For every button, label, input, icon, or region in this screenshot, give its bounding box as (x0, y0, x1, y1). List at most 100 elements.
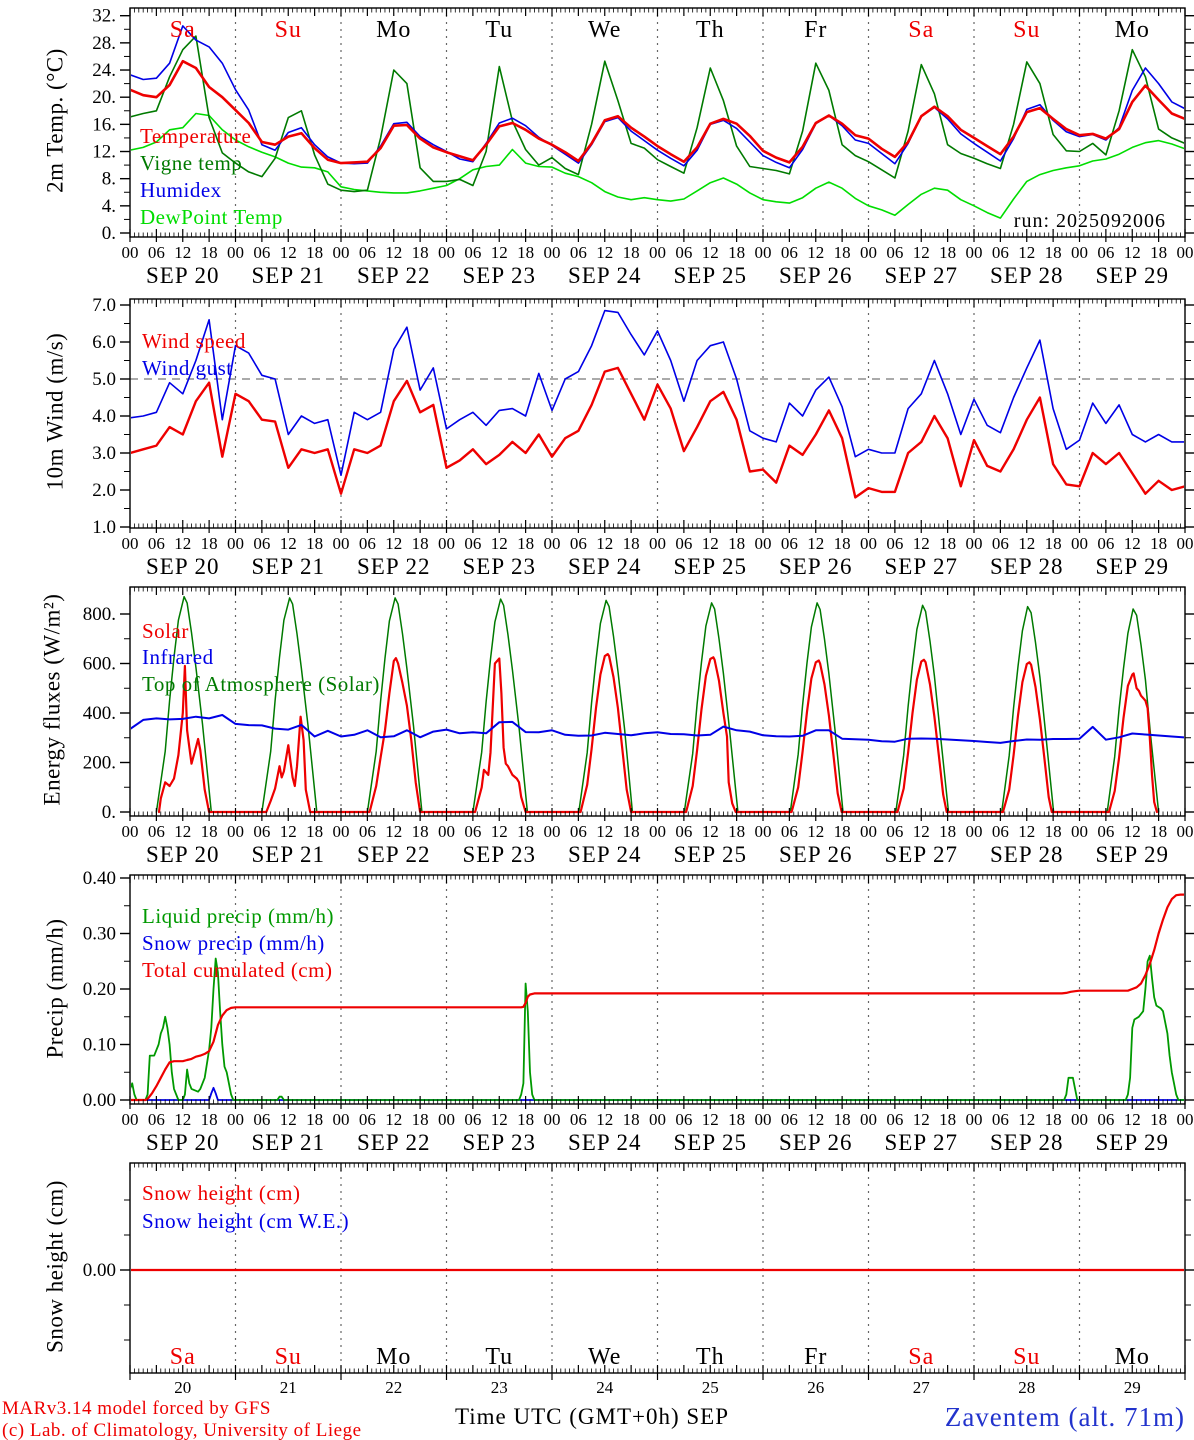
chart-text: 18 (728, 243, 745, 262)
chart-text: SEP 26 (779, 263, 853, 288)
chart-text: 12 (174, 822, 191, 841)
chart-text: 06 (359, 243, 376, 262)
chart-text: 00 (227, 822, 244, 841)
chart-text: 600. (83, 654, 116, 675)
y-title-energy: Energy fluxes (W/m²) (39, 593, 65, 806)
chart-text: 00 (122, 243, 139, 262)
chart-text: 5.0 (92, 369, 116, 390)
chart-text: Su (275, 1344, 302, 1370)
chart-text: SEP 21 (251, 1130, 325, 1155)
chart-text: 18 (728, 534, 745, 553)
chart-text: 00 (1071, 534, 1088, 553)
chart-text: 12 (385, 822, 402, 841)
chart-text: 18 (201, 243, 218, 262)
chart-text: 06 (675, 1110, 692, 1129)
chart-text: 00 (1177, 1110, 1194, 1129)
chart-text: Sa (908, 1344, 934, 1370)
chart-text: 18 (834, 822, 851, 841)
chart-text: 06 (992, 822, 1009, 841)
chart-text: 06 (464, 1110, 481, 1129)
chart-text: SEP 22 (357, 1130, 431, 1155)
chart-text: Su (275, 17, 302, 43)
chart-text: 06 (675, 534, 692, 553)
legend-solar: Solar (142, 619, 189, 643)
chart-text: SEP 24 (568, 1130, 642, 1155)
chart-text: SEP 28 (990, 554, 1064, 579)
chart-text: SEP 23 (462, 1130, 536, 1155)
chart-text: 00 (755, 1110, 772, 1129)
chart-text: SEP 28 (990, 263, 1064, 288)
chart-text: 12 (702, 243, 719, 262)
chart-text: 00 (966, 534, 983, 553)
chart-text: 18 (623, 534, 640, 553)
chart-text: 18 (412, 534, 429, 553)
chart-text: 800. (83, 604, 116, 625)
y-title-precip: Precip (mm/h) (42, 918, 68, 1059)
chart-text: 18 (306, 243, 323, 262)
chart-text: 12 (596, 243, 613, 262)
chart-text: 32. (92, 6, 116, 27)
chart-text: Mo (376, 1344, 411, 1370)
chart-text: 12 (174, 534, 191, 553)
chart-text: 06 (781, 243, 798, 262)
chart-text: 06 (148, 822, 165, 841)
chart-text: 06 (1097, 1110, 1114, 1129)
chart-text: 8. (102, 169, 116, 190)
chart-text: Fr (804, 17, 827, 43)
chart-text: Mo (1115, 1344, 1150, 1370)
chart-text: 18 (517, 1110, 534, 1129)
chart-text: 12 (174, 243, 191, 262)
chart-text: Mo (1115, 17, 1150, 43)
panel-frame (129, 298, 1186, 529)
chart-text: 00 (333, 243, 350, 262)
x-axis-month-label: SEP (686, 1404, 730, 1429)
chart-text: 12 (491, 822, 508, 841)
chart-text: SEP 20 (146, 263, 220, 288)
chart-text: 12 (280, 822, 297, 841)
chart-text: 12. (92, 142, 116, 163)
chart-text: SEP 29 (1095, 554, 1169, 579)
chart-text: 06 (1097, 534, 1114, 553)
legend-wind-gust: Wind gust (142, 356, 233, 380)
chart-text: 06 (886, 822, 903, 841)
chart-text: 0.00 (83, 1090, 116, 1111)
chart-text: 2.0 (92, 480, 116, 501)
chart-text: 200. (83, 753, 116, 774)
x-axis-title-text: Time UTC (GMT+0h) (455, 1404, 680, 1429)
chart-text: 18 (728, 822, 745, 841)
chart-text: 06 (148, 534, 165, 553)
chart-text: 12 (1018, 534, 1035, 553)
legend-toa-solar: Top of Atmosphere (Solar) (142, 672, 380, 696)
chart-text: 18 (412, 822, 429, 841)
chart-text: 0. (102, 223, 116, 244)
chart-text: 06 (675, 243, 692, 262)
chart-text: SEP 25 (673, 842, 747, 867)
chart-text: 24 (596, 1378, 614, 1397)
chart-text: 18 (1150, 243, 1167, 262)
chart-text: SEP 26 (779, 842, 853, 867)
chart-text: 00 (1071, 822, 1088, 841)
chart-text: 00 (438, 534, 455, 553)
chart-text: 12 (807, 243, 824, 262)
panel-frame (129, 586, 1186, 817)
chart-text: 0.30 (83, 924, 116, 945)
chart-text: SEP 24 (568, 263, 642, 288)
chart-text: SEP 20 (146, 554, 220, 579)
chart-text: 0.40 (83, 868, 116, 889)
legend-dewpoint: DewPoint Temp (140, 205, 283, 229)
chart-text: 20 (174, 1378, 191, 1397)
run-label: run: 2025092006 (1013, 210, 1166, 232)
chart-text: 12 (174, 1110, 191, 1129)
chart-text: SEP 27 (884, 1130, 958, 1155)
series-wind-gust (131, 309, 1184, 477)
chart-text: Tu (485, 17, 513, 43)
chart-text: 26 (807, 1378, 824, 1397)
chart-text: 18 (939, 534, 956, 553)
chart-text: 0.00 (83, 1260, 116, 1281)
chart-text: 12 (385, 534, 402, 553)
chart-text: 00 (122, 534, 139, 553)
chart-text: 00 (544, 243, 561, 262)
chart-text: We (588, 17, 621, 43)
chart-text: 00 (755, 243, 772, 262)
chart-text: 00 (227, 243, 244, 262)
